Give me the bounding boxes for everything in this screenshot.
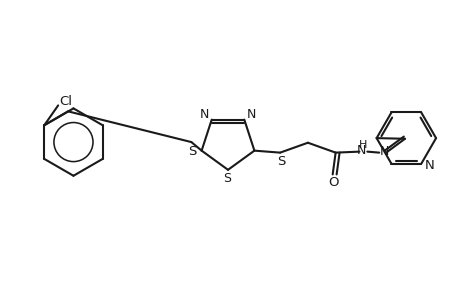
Text: N: N (356, 144, 365, 157)
Text: Cl: Cl (60, 95, 73, 108)
Text: N: N (379, 145, 388, 158)
Text: H: H (358, 140, 367, 150)
Text: O: O (328, 176, 338, 189)
Text: N: N (200, 108, 209, 121)
Text: N: N (423, 159, 433, 172)
Text: S: S (188, 146, 196, 158)
Text: N: N (246, 108, 255, 121)
Text: S: S (276, 155, 285, 168)
Text: S: S (223, 172, 230, 185)
